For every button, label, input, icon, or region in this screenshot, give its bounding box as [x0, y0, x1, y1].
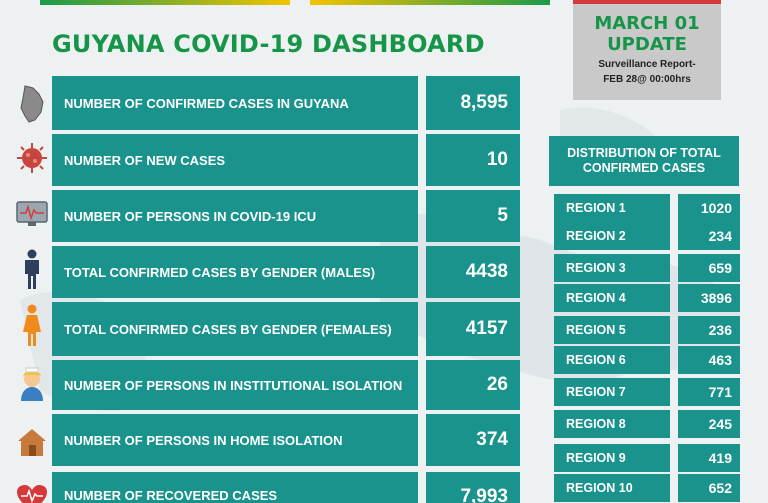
region-row: REGION 3 659 — [554, 254, 740, 282]
region-value: 3896 — [678, 284, 740, 312]
stat-row-new-cases: NUMBER OF NEW CASES 10 — [52, 134, 520, 186]
stat-value: 8,595 — [426, 76, 520, 130]
region-row: REGION 5 236 — [554, 316, 740, 344]
stat-label: NUMBER OF PERSONS IN HOME ISOLATION — [52, 414, 418, 466]
region-value: 234 — [678, 222, 740, 250]
stat-label: TOTAL CONFIRMED CASES BY GENDER (MALES) — [52, 246, 418, 298]
region-row: REGION 1 1020 — [554, 194, 740, 222]
stat-value: 4157 — [426, 302, 520, 356]
stat-row-icu: NUMBER OF PERSONS IN COVID-19 ICU 5 — [52, 190, 520, 242]
stat-row-home-isolation: NUMBER OF PERSONS IN HOME ISOLATION 374 — [52, 414, 520, 466]
report-line-1: Surveillance Report- — [598, 59, 696, 70]
report-line-2: FEB 28@ 00:00hrs — [603, 74, 691, 85]
stat-row-recovered: NUMBER OF RECOVERED CASES 7,993 — [52, 472, 520, 503]
region-name: REGION 6 — [554, 346, 670, 374]
stat-value: 374 — [426, 414, 520, 466]
region-row: REGION 9 419 — [554, 444, 740, 472]
stat-label: NUMBER OF NEW CASES — [52, 134, 418, 186]
stat-value: 10 — [426, 134, 520, 186]
region-name: REGION 7 — [554, 378, 670, 406]
male-icon — [14, 248, 50, 292]
region-value: 463 — [678, 346, 740, 374]
stat-value: 4438 — [426, 246, 520, 298]
region-value: 659 — [678, 254, 740, 282]
distribution-header: DISTRIBUTION OF TOTAL CONFIRMED CASES — [549, 136, 739, 186]
stat-value: 5 — [426, 190, 520, 242]
region-row: REGION 6 463 — [554, 346, 740, 374]
region-name: REGION 9 — [554, 444, 670, 472]
region-value: 771 — [678, 378, 740, 406]
stat-label: NUMBER OF CONFIRMED CASES IN GUYANA — [52, 76, 418, 130]
house-icon — [14, 420, 50, 464]
stat-value: 7,993 — [426, 472, 520, 503]
monitor-icon — [14, 192, 50, 236]
stat-label: NUMBER OF PERSONS IN COVID-19 ICU — [52, 190, 418, 242]
region-value: 236 — [678, 316, 740, 344]
stat-label: NUMBER OF RECOVERED CASES — [52, 472, 418, 503]
region-row: REGION 4 3896 — [554, 284, 740, 312]
update-badge: MARCH 01 UPDATE Surveillance Report- FEB… — [573, 0, 721, 100]
region-name: REGION 5 — [554, 316, 670, 344]
stat-label: TOTAL CONFIRMED CASES BY GENDER (FEMALES… — [52, 302, 418, 356]
stat-value: 26 — [426, 360, 520, 410]
region-value: 652 — [678, 474, 740, 502]
update-label: UPDATE — [607, 34, 687, 55]
virus-icon — [14, 136, 50, 180]
region-name: REGION 4 — [554, 284, 670, 312]
stat-row-institutional-isolation: NUMBER OF PERSONS IN INSTITUTIONAL ISOLA… — [52, 360, 520, 410]
region-value: 419 — [678, 444, 740, 472]
stat-row-males: TOTAL CONFIRMED CASES BY GENDER (MALES) … — [52, 246, 520, 298]
region-name: REGION 1 — [554, 194, 670, 222]
region-name: REGION 8 — [554, 410, 670, 438]
stat-label: NUMBER OF PERSONS IN INSTITUTIONAL ISOLA… — [52, 360, 418, 410]
stat-row-females: TOTAL CONFIRMED CASES BY GENDER (FEMALES… — [52, 302, 520, 356]
region-row: REGION 10 652 — [554, 474, 740, 502]
guyana-map-icon — [14, 82, 50, 126]
female-icon — [14, 304, 50, 348]
heart-icon — [14, 476, 50, 503]
region-row: REGION 8 245 — [554, 410, 740, 438]
region-row: REGION 2 234 — [554, 222, 740, 250]
update-date: MARCH 01 — [594, 13, 700, 34]
region-name: REGION 2 — [554, 222, 670, 250]
region-value: 1020 — [678, 194, 740, 222]
flag-strip-right — [310, 0, 550, 5]
flag-strip-left — [40, 0, 290, 5]
nurse-icon — [14, 362, 50, 406]
region-name: REGION 3 — [554, 254, 670, 282]
page-title: GUYANA COVID-19 DASHBOARD — [52, 30, 485, 58]
region-name: REGION 10 — [554, 474, 670, 502]
stat-row-confirmed-cases: NUMBER OF CONFIRMED CASES IN GUYANA 8,59… — [52, 76, 520, 130]
region-row: REGION 7 771 — [554, 378, 740, 406]
region-value: 245 — [678, 410, 740, 438]
